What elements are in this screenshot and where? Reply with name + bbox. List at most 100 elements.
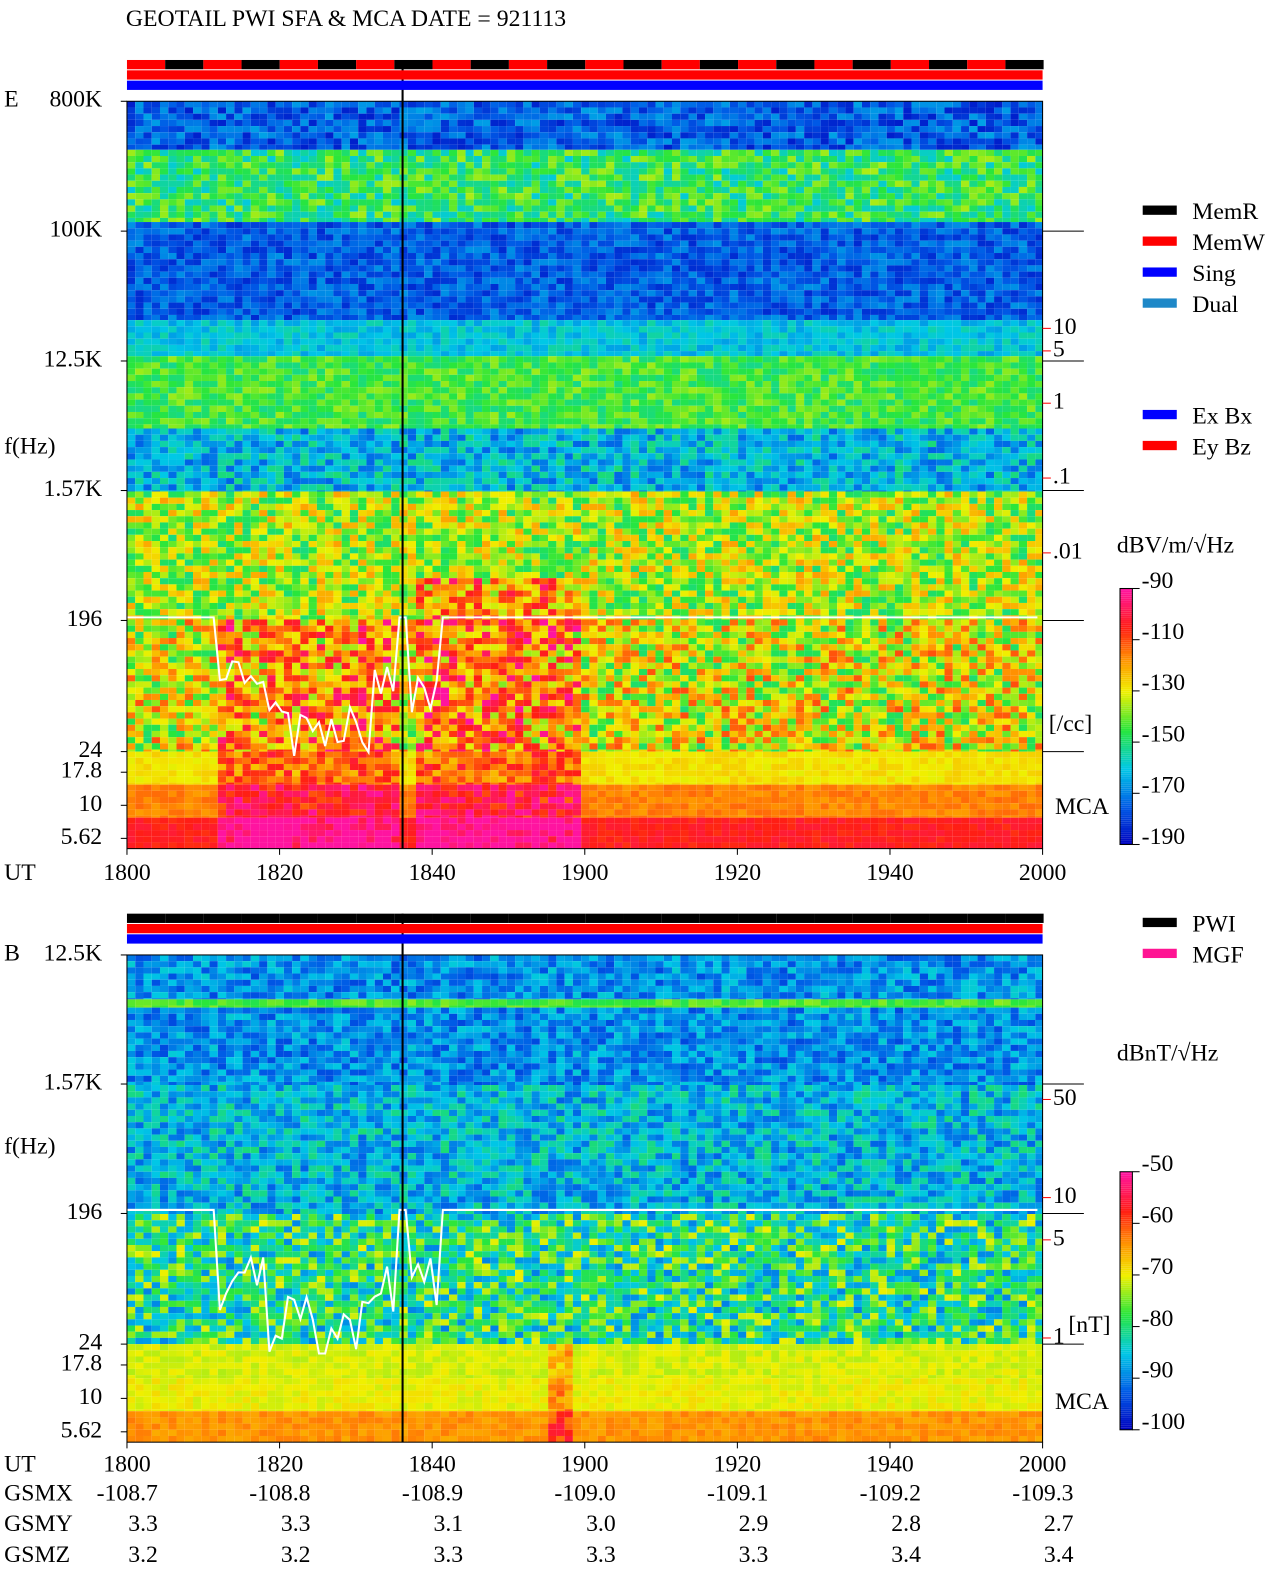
spectrogram-cell: [812, 168, 821, 175]
spectrogram-cell: [292, 351, 301, 357]
spectrogram-cell: [746, 246, 755, 254]
spectrogram-cell: [738, 246, 747, 254]
spectrogram-cell: [688, 332, 697, 339]
spectrogram-cell: [424, 351, 433, 357]
spectrogram-cell: [952, 332, 962, 339]
spectrogram-cell: [193, 296, 202, 303]
spectrogram-cell: [126, 126, 136, 133]
spectrogram-cell: [894, 193, 904, 200]
spectrogram-cell: [845, 246, 854, 254]
spectrogram-cell: [589, 180, 598, 187]
spectrogram-cell: [316, 320, 326, 327]
spectrogram-cell: [729, 186, 739, 194]
spectrogram-cell: [622, 290, 631, 297]
spectrogram-cell: [705, 271, 714, 278]
spectrogram-cell: [160, 283, 169, 291]
spectrogram-cell: [151, 186, 160, 194]
spectrogram-cell: [234, 217, 243, 223]
spectrogram-cell: [969, 107, 978, 114]
spectrogram-cell: [523, 320, 532, 327]
spectrogram-cell: [647, 296, 656, 303]
spectrogram-cell: [820, 228, 829, 235]
spectrogram-cell: [903, 314, 912, 321]
spectrogram-cell: [688, 302, 697, 309]
spectrogram-cell: [994, 344, 1003, 352]
spectrogram-cell: [961, 174, 970, 181]
spectrogram-cell: [250, 155, 260, 163]
spectrogram-cell: [358, 368, 367, 375]
spectrogram-cell: [787, 356, 796, 363]
spectrogram-cell: [688, 168, 697, 175]
spectrogram-cell: [713, 277, 722, 284]
spectrogram-cell: [779, 271, 788, 278]
spectrogram-cell: [1035, 132, 1043, 139]
spectrogram-cell: [176, 326, 185, 333]
spectrogram-cell: [961, 344, 970, 352]
spectrogram-cell: [234, 320, 243, 327]
spectrogram-cell: [490, 228, 499, 235]
spectrogram-cell: [416, 259, 425, 266]
spectrogram-cell: [928, 320, 937, 327]
spectrogram-cell: [928, 199, 937, 206]
spectrogram-cell: [705, 149, 714, 156]
spectrogram-cell: [440, 283, 450, 291]
spectrogram-cell: [482, 265, 491, 272]
spectrogram-cell: [614, 259, 623, 266]
spectrogram-cell: [845, 193, 854, 200]
spectrogram-cell: [688, 320, 697, 327]
spectrogram-cell: [283, 362, 293, 369]
spectrogram-cell: [316, 290, 326, 297]
spectrogram-cell: [696, 168, 706, 175]
spectrogram-cell: [928, 296, 937, 303]
spectrogram-cell: [349, 338, 359, 345]
spectrogram-cell: [589, 101, 598, 108]
spectrogram-cell: [349, 228, 359, 235]
spectrogram-cell: [696, 338, 706, 345]
spectrogram-cell: [589, 368, 598, 375]
spectrogram-cell: [283, 113, 293, 120]
spectrogram-cell: [548, 205, 557, 212]
spectrogram-cell: [366, 320, 375, 327]
spectrogram-cell: [754, 119, 763, 127]
spectrogram-cell: [944, 326, 953, 333]
spectrogram-cell: [1002, 320, 1011, 327]
spectrogram-cell: [1002, 253, 1011, 260]
spectrogram-cell: [490, 186, 499, 194]
spectrogram-cell: [391, 240, 400, 247]
spectrogram-cell: [226, 149, 235, 156]
spectrogram-cell: [151, 290, 160, 297]
spectrogram-cell: [259, 314, 268, 321]
spectrogram-cell: [729, 205, 739, 212]
spectrogram-cell: [994, 234, 1003, 241]
spectrogram-cell: [771, 265, 780, 272]
spectrogram-cell: [283, 308, 293, 315]
spectrogram-cell: [498, 259, 507, 266]
spectrogram-cell: [878, 326, 887, 333]
spectrogram-cell: [969, 149, 978, 156]
spectrogram-cell: [977, 168, 986, 175]
spectrogram-cell: [300, 283, 309, 291]
spectrogram-cell: [366, 302, 375, 309]
spectrogram-cell: [672, 296, 681, 303]
spectrogram-cell: [416, 314, 425, 321]
spectrogram-cell: [201, 168, 210, 175]
spectrogram-cell: [572, 290, 582, 297]
spectrogram-cell: [1002, 186, 1011, 194]
spectrogram-cell: [985, 222, 995, 229]
spectrogram-cell: [316, 211, 326, 218]
spectrogram-cell: [886, 222, 895, 229]
spectrogram-cell: [936, 174, 945, 181]
spectrogram-cell: [903, 217, 912, 223]
spectrogram-cell: [804, 326, 813, 333]
spectrogram-cell: [325, 193, 334, 200]
spectrogram-cell: [655, 144, 664, 150]
spectrogram-cell: [1018, 193, 1028, 200]
spectrogram-cell: [366, 144, 375, 150]
spectrogram-cell: [473, 144, 483, 150]
spectrogram-cell: [193, 338, 202, 345]
spectrogram-cell: [275, 101, 284, 108]
spectrogram-cell: [1010, 113, 1019, 120]
spectrogram-cell: [126, 155, 136, 163]
spectrogram-cell: [729, 271, 739, 278]
spectrogram-cell: [193, 259, 202, 266]
